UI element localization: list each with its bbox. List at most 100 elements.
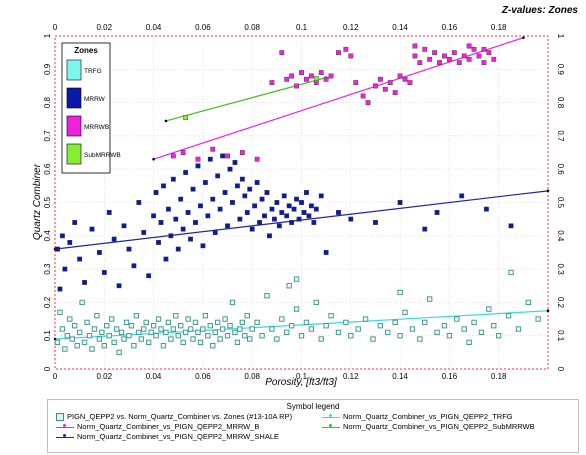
point-mrrw: [67, 240, 73, 245]
point-mrrwb: [466, 56, 472, 62]
point-trfg: [99, 329, 105, 336]
point-trfg: [409, 326, 416, 332]
point-mrrw: [308, 203, 314, 209]
point-trfg: [59, 326, 66, 332]
y-tick-label-right: 0.8: [556, 97, 565, 109]
point-trfg: [170, 326, 176, 332]
point-mrrwb: [412, 53, 418, 59]
point-mrrwb: [481, 46, 487, 52]
point-mrrwb: [402, 76, 408, 82]
point-mrrwb: [437, 60, 442, 66]
zone-label: MRRW: [84, 96, 106, 103]
point-trfg: [96, 336, 103, 342]
point-trfg: [303, 319, 310, 326]
point-mrrw: [190, 186, 196, 192]
point-mrrw: [153, 190, 159, 195]
point-trfg: [496, 333, 502, 339]
point-trfg: [182, 329, 189, 336]
point-mrrw: [274, 200, 280, 205]
x-tick-label-top: 0.08: [244, 23, 260, 32]
point-mrrw: [175, 246, 181, 252]
symbol-legend-label: Norm_Quartz_Combiner_vs_PIGN_QEPP2_MRRW_…: [77, 422, 260, 431]
point-mrrw: [318, 193, 324, 199]
point-trfg: [138, 336, 144, 342]
point-submrrwb: [183, 115, 189, 120]
y-tick-label-right: 0: [556, 367, 565, 372]
point-trfg: [111, 339, 117, 346]
point-mrrw: [59, 233, 65, 239]
point-trfg: [101, 343, 107, 349]
point-trfg: [185, 316, 191, 322]
point-mrrw: [215, 173, 221, 179]
x-tick-label-top: 0.06: [195, 23, 211, 32]
point-mrrw: [252, 203, 258, 209]
point-trfg: [441, 323, 448, 329]
point-mrrw: [222, 190, 228, 195]
point-mrrwb: [269, 80, 275, 86]
point-mrrw: [136, 200, 142, 205]
point-trfg: [190, 336, 196, 342]
point-mrrw: [156, 240, 161, 245]
point-trfg: [192, 319, 199, 326]
point-trfg: [146, 339, 152, 346]
point-mrrw: [205, 213, 211, 219]
point-mrrw: [225, 223, 230, 229]
point-trfg: [165, 319, 172, 326]
y-tick-label-right: 0.3: [556, 264, 565, 276]
point-mrrw: [168, 233, 174, 239]
point-trfg: [370, 336, 376, 342]
point-trfg: [259, 333, 265, 339]
point-mrrw: [257, 220, 262, 225]
point-trfg: [247, 336, 253, 342]
point-mrrw: [183, 170, 189, 175]
y-tick-label-right: 0.4: [556, 230, 565, 242]
axis-ticks: 000.020.020.040.040.060.060.080.080.10.1…: [43, 23, 565, 381]
point-mrrw: [198, 203, 203, 209]
point-trfg: [104, 323, 110, 329]
trend-endpoint: [546, 189, 550, 193]
point-trfg: [64, 333, 70, 339]
point-mrrw: [111, 236, 117, 242]
point-mrrw: [267, 233, 272, 239]
point-trfg: [343, 319, 349, 326]
zone-swatch-mrrw: [66, 87, 82, 109]
point-mrrwb: [392, 90, 398, 96]
point-mrrw: [207, 156, 213, 162]
point-mrrwb: [451, 50, 457, 56]
point-trfg: [160, 343, 167, 349]
point-mrrw: [247, 186, 253, 192]
point-mrrw: [271, 216, 277, 222]
point-trfg: [109, 316, 115, 322]
x-tick-label-top: 0.1: [296, 23, 308, 32]
point-trfg: [81, 339, 88, 346]
point-mrrw: [178, 196, 184, 202]
point-trfg: [385, 329, 391, 336]
point-trfg: [515, 326, 522, 332]
point-mrrw: [244, 210, 250, 215]
point-trfg: [229, 299, 236, 306]
symbol-legend-title: Symbol legend: [286, 402, 340, 411]
point-mrrw: [217, 206, 223, 212]
point-trfg: [525, 299, 531, 306]
point-mrrwb: [328, 73, 334, 79]
y-tick-label-left: 0.4: [43, 230, 52, 242]
point-trfg: [323, 323, 329, 329]
point-mrrwb: [486, 50, 492, 56]
point-mrrwb: [417, 60, 423, 66]
point-mrrwb: [442, 53, 447, 59]
scatter-plot: 000.020.020.040.040.060.060.080.080.10.1…: [32, 5, 579, 388]
point-mrrwb: [387, 80, 393, 86]
point-mrrw: [212, 230, 218, 235]
point-trfg: [215, 319, 221, 326]
point-mrrw: [170, 176, 176, 182]
point-trfg: [505, 313, 512, 319]
x-tick-label-bottom: 0.08: [244, 372, 260, 381]
point-trfg: [187, 326, 194, 332]
point-trfg: [195, 329, 201, 336]
point-mrrw: [101, 270, 107, 275]
point-mrrwb: [195, 156, 201, 162]
point-trfg: [121, 336, 127, 342]
symbol-legend-entry: Norm_Quartz_Combiner_vs_PIGN_QEPP2_MRRW_…: [56, 422, 259, 432]
zone-legend: Zones TRFG MRRW MRRWB SubMRRWB: [61, 42, 121, 174]
point-trfg: [150, 323, 157, 329]
